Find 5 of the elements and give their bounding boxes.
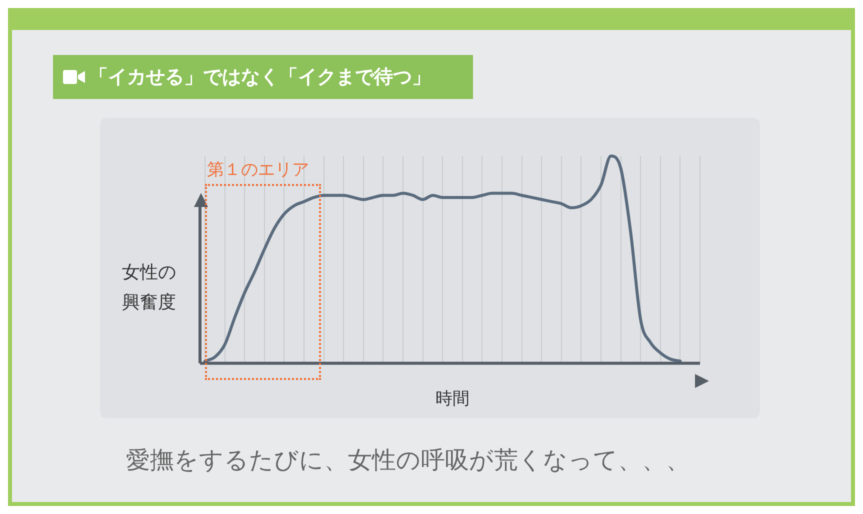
chart-title: 「イカせる」ではなく「イクまで待つ」 (89, 65, 431, 90)
y-axis-title: 女性の興奮度 (122, 261, 177, 315)
x-axis-title: 時間 (436, 389, 470, 410)
text: 愛撫をするたびに、女性の呼吸が荒くなって、、、 (126, 445, 690, 476)
annotation: 第１のエリア (207, 159, 309, 181)
